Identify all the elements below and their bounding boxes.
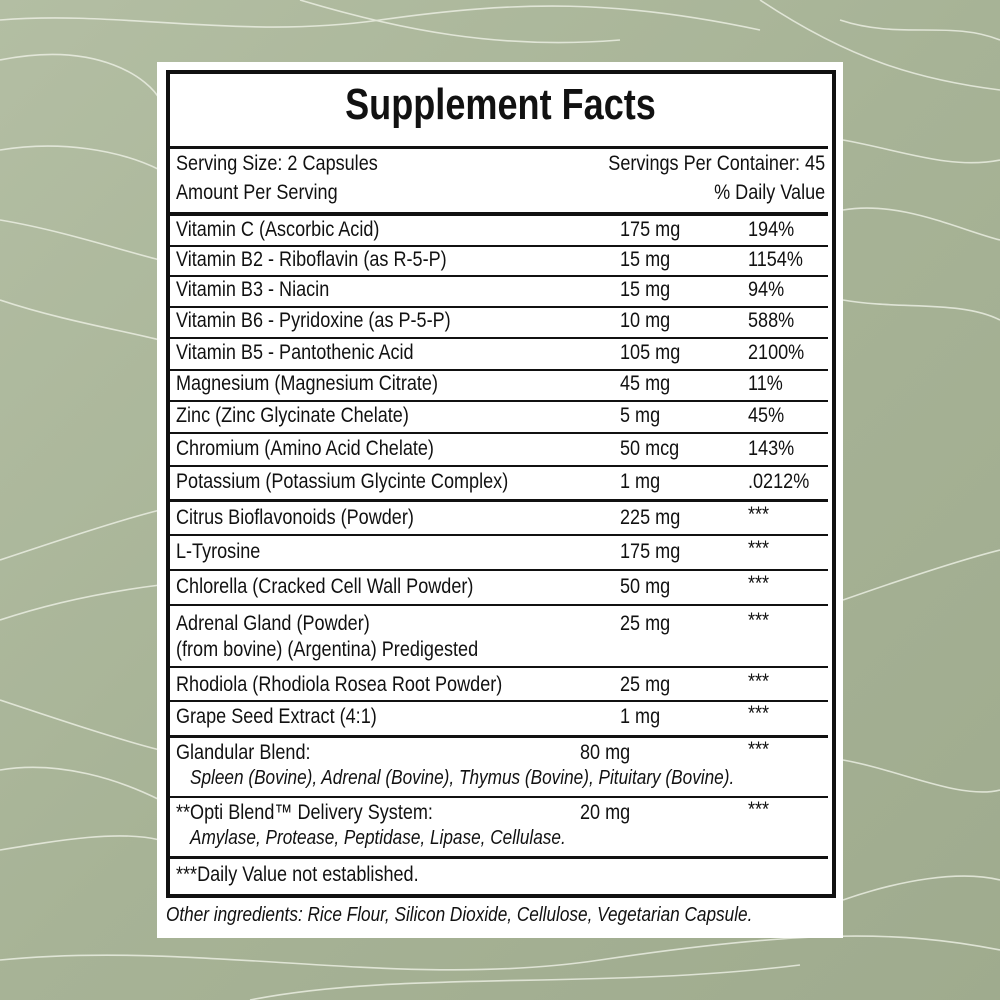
nutrient-daily-value: 45% xyxy=(748,404,785,427)
nutrient-name: Vitamin B3 - Niacin xyxy=(176,278,330,301)
divider-line xyxy=(170,700,828,702)
ingredient-name: Chlorella (Cracked Cell Wall Powder) xyxy=(176,575,474,598)
divider-line xyxy=(170,796,828,798)
ingredient-daily-value: *** xyxy=(748,572,770,595)
divider-line xyxy=(170,337,828,339)
divider-line xyxy=(170,432,828,434)
nutrient-amount: 5 mg xyxy=(620,404,661,427)
blend-amount: 80 mg xyxy=(580,741,631,764)
ingredient-amount: 25 mg xyxy=(620,673,671,696)
nutrient-daily-value: 11% xyxy=(748,372,783,395)
ingredient-daily-value: *** xyxy=(748,503,770,526)
blend-contents: Spleen (Bovine), Adrenal (Bovine), Thymu… xyxy=(190,767,735,789)
nutrient-daily-value: 194% xyxy=(748,218,795,241)
nutrient-amount: 175 mg xyxy=(620,218,681,241)
facts-title: Supplement Facts xyxy=(344,80,656,129)
nutrient-name: Potassium (Potassium Glycinte Complex) xyxy=(176,470,509,493)
nutrient-name: Magnesium (Magnesium Citrate) xyxy=(176,372,438,395)
nutrient-name: Vitamin B6 - Pyridoxine (as P-5-P) xyxy=(176,309,451,332)
blend-amount: 20 mg xyxy=(580,801,631,824)
footnote: ***Daily Value not established. xyxy=(176,863,419,886)
nutrient-amount: 15 mg xyxy=(620,248,671,271)
ingredient-daily-value: *** xyxy=(748,609,770,632)
ingredient-amount: 225 mg xyxy=(620,506,681,529)
ingredient-daily-value: *** xyxy=(748,702,770,725)
nutrient-daily-value: 94% xyxy=(748,278,785,301)
nutrient-daily-value: 143% xyxy=(748,437,795,460)
blend-name: Glandular Blend: xyxy=(176,741,311,764)
nutrient-amount: 15 mg xyxy=(620,278,671,301)
divider-line xyxy=(170,212,828,216)
divider-line xyxy=(170,735,828,738)
ingredient-daily-value: *** xyxy=(748,670,770,693)
nutrient-daily-value: 588% xyxy=(748,309,795,332)
divider-line xyxy=(170,499,828,502)
amount-per-serving-label: Amount Per Serving xyxy=(176,181,338,204)
divider-line xyxy=(170,245,828,247)
daily-value-header: % Daily Value xyxy=(713,181,825,204)
divider-line xyxy=(170,146,828,149)
blend-daily-value: *** xyxy=(748,798,770,821)
nutrient-amount: 1 mg xyxy=(620,470,661,493)
nutrient-amount: 10 mg xyxy=(620,309,671,332)
servings-per-container: Servings Per Container: 45 xyxy=(608,152,825,175)
divider-line xyxy=(170,465,828,467)
nutrient-name: Chromium (Amino Acid Chelate) xyxy=(176,437,434,460)
nutrient-name: Vitamin B5 - Pantothenic Acid xyxy=(176,341,414,364)
ingredient-name: Citrus Bioflavonoids (Powder) xyxy=(176,506,414,529)
ingredient-amount: 50 mg xyxy=(620,575,671,598)
divider-line xyxy=(170,604,828,606)
blend-contents: Amylase, Protease, Peptidase, Lipase, Ce… xyxy=(190,827,566,849)
nutrient-name: Zinc (Zinc Glycinate Chelate) xyxy=(176,404,409,427)
nutrient-daily-value: 1154% xyxy=(748,248,803,271)
divider-line xyxy=(170,275,828,277)
ingredient-amount: 1 mg xyxy=(620,705,661,728)
divider-line xyxy=(170,666,828,668)
divider-line xyxy=(170,569,828,571)
ingredient-name: L-Tyrosine xyxy=(176,540,261,563)
nutrient-name: Vitamin C (Ascorbic Acid) xyxy=(176,218,380,241)
ingredient-amount: 175 mg xyxy=(620,540,681,563)
ingredient-daily-value: *** xyxy=(748,537,770,560)
blend-name: **Opti Blend™ Delivery System: xyxy=(176,801,433,824)
divider-line xyxy=(170,400,828,402)
facts-border xyxy=(166,70,836,898)
nutrient-name: Vitamin B2 - Riboflavin (as R-5-P) xyxy=(176,248,447,271)
divider-line xyxy=(170,306,828,308)
nutrient-daily-value: .0212% xyxy=(748,470,810,493)
divider-line xyxy=(170,369,828,371)
nutrient-amount: 50 mcg xyxy=(620,437,680,460)
blend-daily-value: *** xyxy=(748,738,770,761)
ingredient-name: Adrenal Gland (Powder) xyxy=(176,612,370,635)
ingredient-name: Rhodiola (Rhodiola Rosea Root Powder) xyxy=(176,673,503,696)
ingredient-name: Grape Seed Extract (4:1) xyxy=(176,705,377,728)
nutrient-amount: 105 mg xyxy=(620,341,681,364)
nutrient-amount: 45 mg xyxy=(620,372,671,395)
ingredient-name-line2: (from bovine) (Argentina) Predigested xyxy=(176,638,479,661)
nutrient-daily-value: 2100% xyxy=(748,341,805,364)
ingredient-amount: 25 mg xyxy=(620,612,671,635)
divider-line xyxy=(170,856,828,859)
serving-size: Serving Size: 2 Capsules xyxy=(176,152,378,175)
divider-line xyxy=(170,534,828,536)
other-ingredients: Other ingredients: Rice Flour, Silicon D… xyxy=(166,904,753,926)
